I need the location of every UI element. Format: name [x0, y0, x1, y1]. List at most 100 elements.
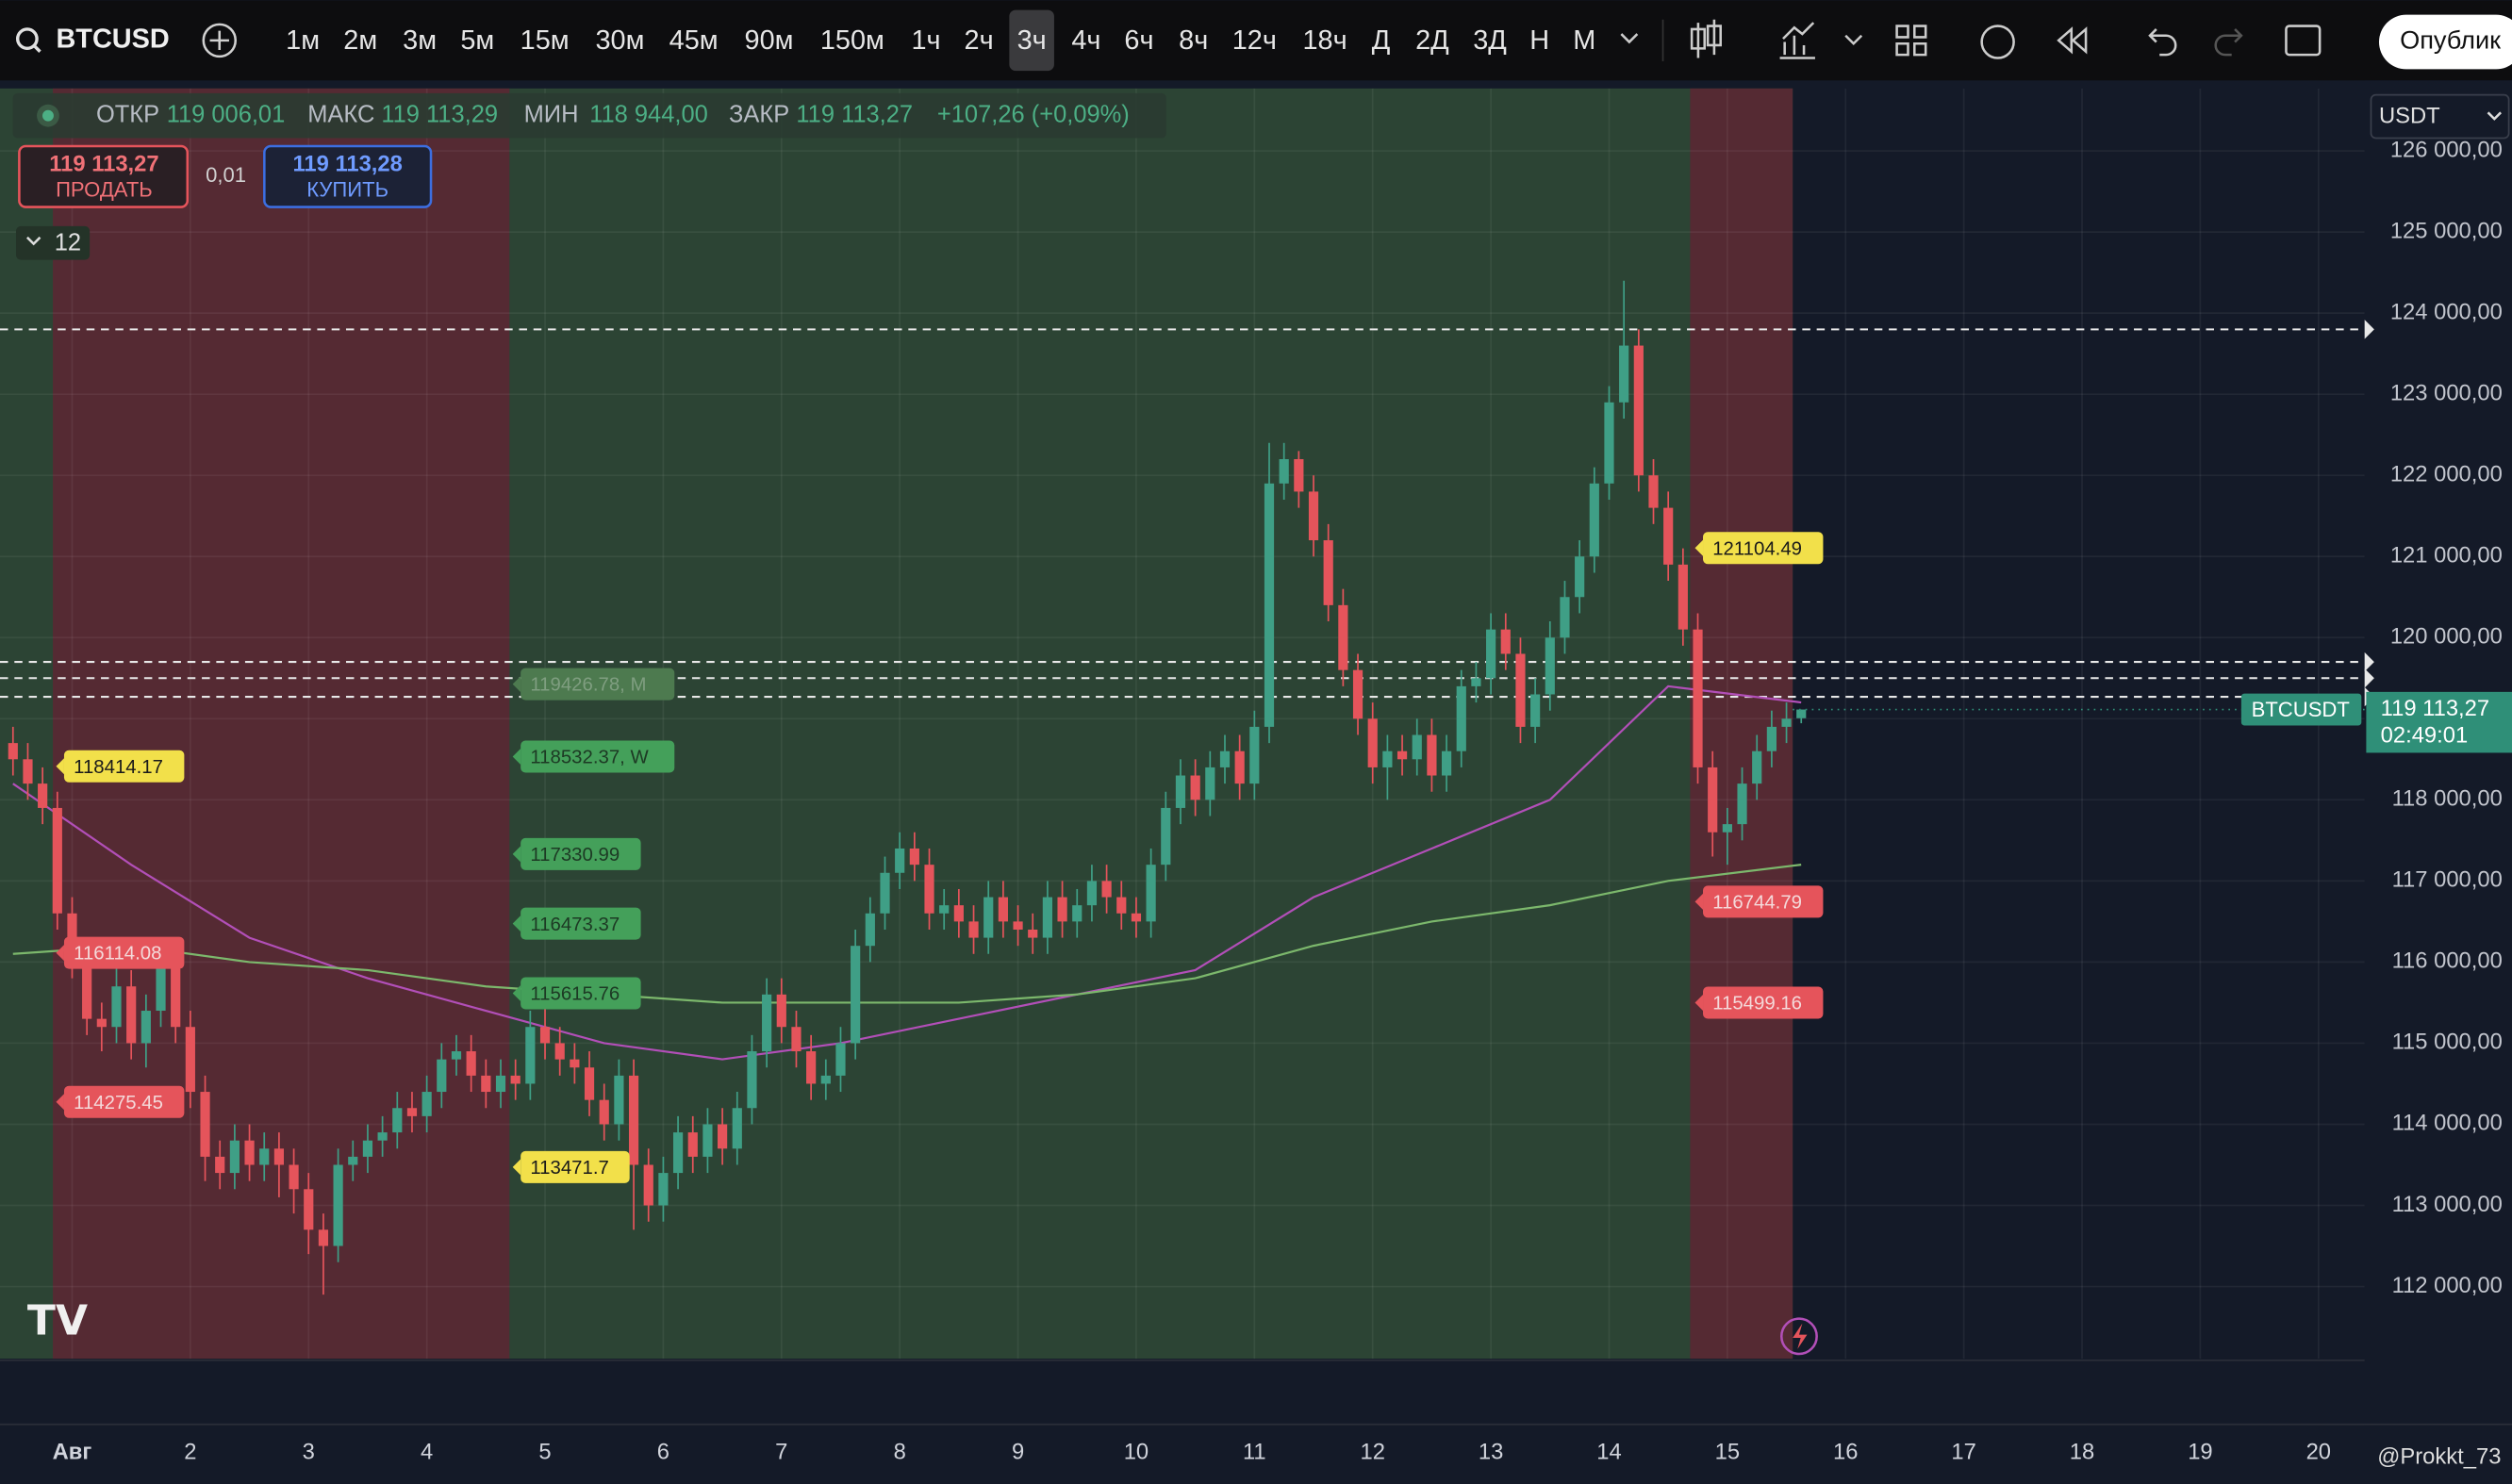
- candle-body: [539, 1027, 551, 1044]
- session-red: [53, 88, 510, 1360]
- annotation-pointer: [56, 758, 64, 775]
- interval[interactable]: 45м: [669, 25, 719, 56]
- candle-body: [495, 1075, 506, 1093]
- interval[interactable]: 5м: [460, 25, 494, 56]
- candle-body: [1456, 685, 1466, 751]
- interval[interactable]: 150м: [820, 25, 884, 56]
- interval[interactable]: 2м: [343, 25, 377, 56]
- candle-body: [939, 905, 950, 914]
- indicators-button[interactable]: [1779, 22, 1815, 59]
- candle-body: [289, 1164, 299, 1190]
- annotation-box: [521, 977, 641, 1010]
- search-icon[interactable]: [15, 27, 39, 51]
- intervals: 1м 2м 3м 5м 15м 30м 45м 90м 150м 1ч 2ч 3ч 4ч 6ч 8ч 12ч 1…: [286, 9, 1595, 72]
- legend-value: 118 944,00: [589, 101, 708, 127]
- legend-label: МАКС: [307, 101, 374, 127]
- annotation-pointer: [512, 984, 521, 1001]
- time-axis: [0, 1426, 2512, 1484]
- chart-type[interactable]: [1690, 19, 1722, 58]
- replay-button[interactable]: [2057, 26, 2088, 55]
- annotation-pointer: [56, 1094, 64, 1111]
- interval[interactable]: 1м: [286, 25, 320, 56]
- indicators-toggle[interactable]: [15, 225, 91, 260]
- annotation-pointer: [1694, 539, 1704, 556]
- symbol[interactable]: BTCUSD: [56, 24, 169, 54]
- currency-select[interactable]: [2370, 93, 2510, 140]
- interval[interactable]: 30м: [596, 25, 645, 56]
- candle-body: [1737, 783, 1747, 825]
- interval[interactable]: 90м: [745, 25, 794, 56]
- indicators-more[interactable]: [1844, 34, 1863, 46]
- candle-body: [702, 1124, 713, 1157]
- candle-body: [791, 1027, 802, 1052]
- fullscreen-button[interactable]: [2285, 25, 2322, 57]
- sell-price: 119 113,27: [49, 152, 158, 177]
- legend-change: +107,26 (+0,09%): [937, 101, 1130, 127]
- candle-body: [614, 1075, 624, 1125]
- candle-body: [1427, 734, 1437, 776]
- buy-button[interactable]: [263, 144, 433, 208]
- annotation-label: 118532.37, W: [530, 748, 649, 768]
- candle-body: [377, 1132, 388, 1141]
- lightning-button[interactable]: [1779, 1317, 1818, 1356]
- candle-body: [1028, 929, 1038, 938]
- interval[interactable]: 8ч: [1179, 25, 1208, 56]
- spread: 0,01: [206, 163, 246, 187]
- annotation-label: 114275.45: [74, 1093, 163, 1113]
- more-intervals[interactable]: [1620, 33, 1639, 44]
- y-tick-label: 118 000,00: [2392, 786, 2503, 812]
- interval[interactable]: 18ч: [1302, 25, 1347, 56]
- annotation-box: [521, 668, 675, 701]
- sell-button[interactable]: [18, 144, 190, 208]
- candle-body: [437, 1059, 447, 1093]
- candle-body: [1677, 564, 1688, 630]
- candle-body: [1781, 718, 1792, 727]
- interval[interactable]: 3Д: [1473, 25, 1507, 56]
- candle-body: [126, 986, 137, 1044]
- x-tick-label: 10: [1124, 1440, 1149, 1465]
- candle-body: [466, 1051, 476, 1076]
- candle-body: [1205, 767, 1215, 800]
- redo-button[interactable]: [2214, 28, 2243, 57]
- interval[interactable]: 3ч: [1017, 25, 1047, 56]
- logo: 𝗧𝗩: [27, 1297, 88, 1344]
- alert-button[interactable]: [1980, 25, 2015, 59]
- annotation-pointer: [1694, 893, 1704, 910]
- interval[interactable]: 3м: [403, 25, 437, 56]
- candle-body: [643, 1164, 653, 1206]
- legend-value: 119 113,27: [796, 101, 913, 127]
- annotation-label: 117330.99: [530, 845, 620, 866]
- undo-button[interactable]: [2148, 28, 2177, 57]
- annotation-box: [63, 936, 185, 969]
- candle-body: [672, 1132, 684, 1174]
- interval[interactable]: 12ч: [1232, 25, 1277, 56]
- active-interval: [1009, 9, 1054, 72]
- y-tick-label: 123 000,00: [2390, 380, 2503, 405]
- publish-button[interactable]: [2378, 14, 2512, 70]
- candle-body: [599, 1099, 609, 1125]
- layout-button[interactable]: [1895, 25, 1927, 57]
- interval[interactable]: Д: [1372, 25, 1391, 56]
- candle-body: [1294, 458, 1304, 492]
- candle-body: [998, 897, 1008, 922]
- candle-body: [38, 783, 48, 808]
- annotation-label: 119426.78, M: [530, 675, 646, 696]
- candle-body: [820, 1075, 831, 1084]
- interval[interactable]: 15м: [521, 25, 570, 56]
- interval[interactable]: 2ч: [965, 25, 994, 56]
- candle-body: [348, 1156, 358, 1165]
- x-tick-label: 20: [2306, 1440, 2331, 1465]
- interval[interactable]: Н: [1529, 25, 1549, 56]
- candle-body: [1545, 637, 1555, 695]
- interval[interactable]: 2Д: [1415, 25, 1449, 56]
- interval[interactable]: М: [1573, 25, 1595, 56]
- add-symbol[interactable]: [202, 23, 238, 58]
- candle-body: [52, 807, 62, 914]
- search-icon: [32, 43, 41, 53]
- interval[interactable]: 4ч: [1071, 25, 1100, 56]
- interval[interactable]: 1ч: [911, 25, 940, 56]
- currency-select: [2487, 111, 2503, 121]
- interval[interactable]: 6ч: [1124, 25, 1153, 56]
- x-tick-label: 8: [894, 1440, 906, 1465]
